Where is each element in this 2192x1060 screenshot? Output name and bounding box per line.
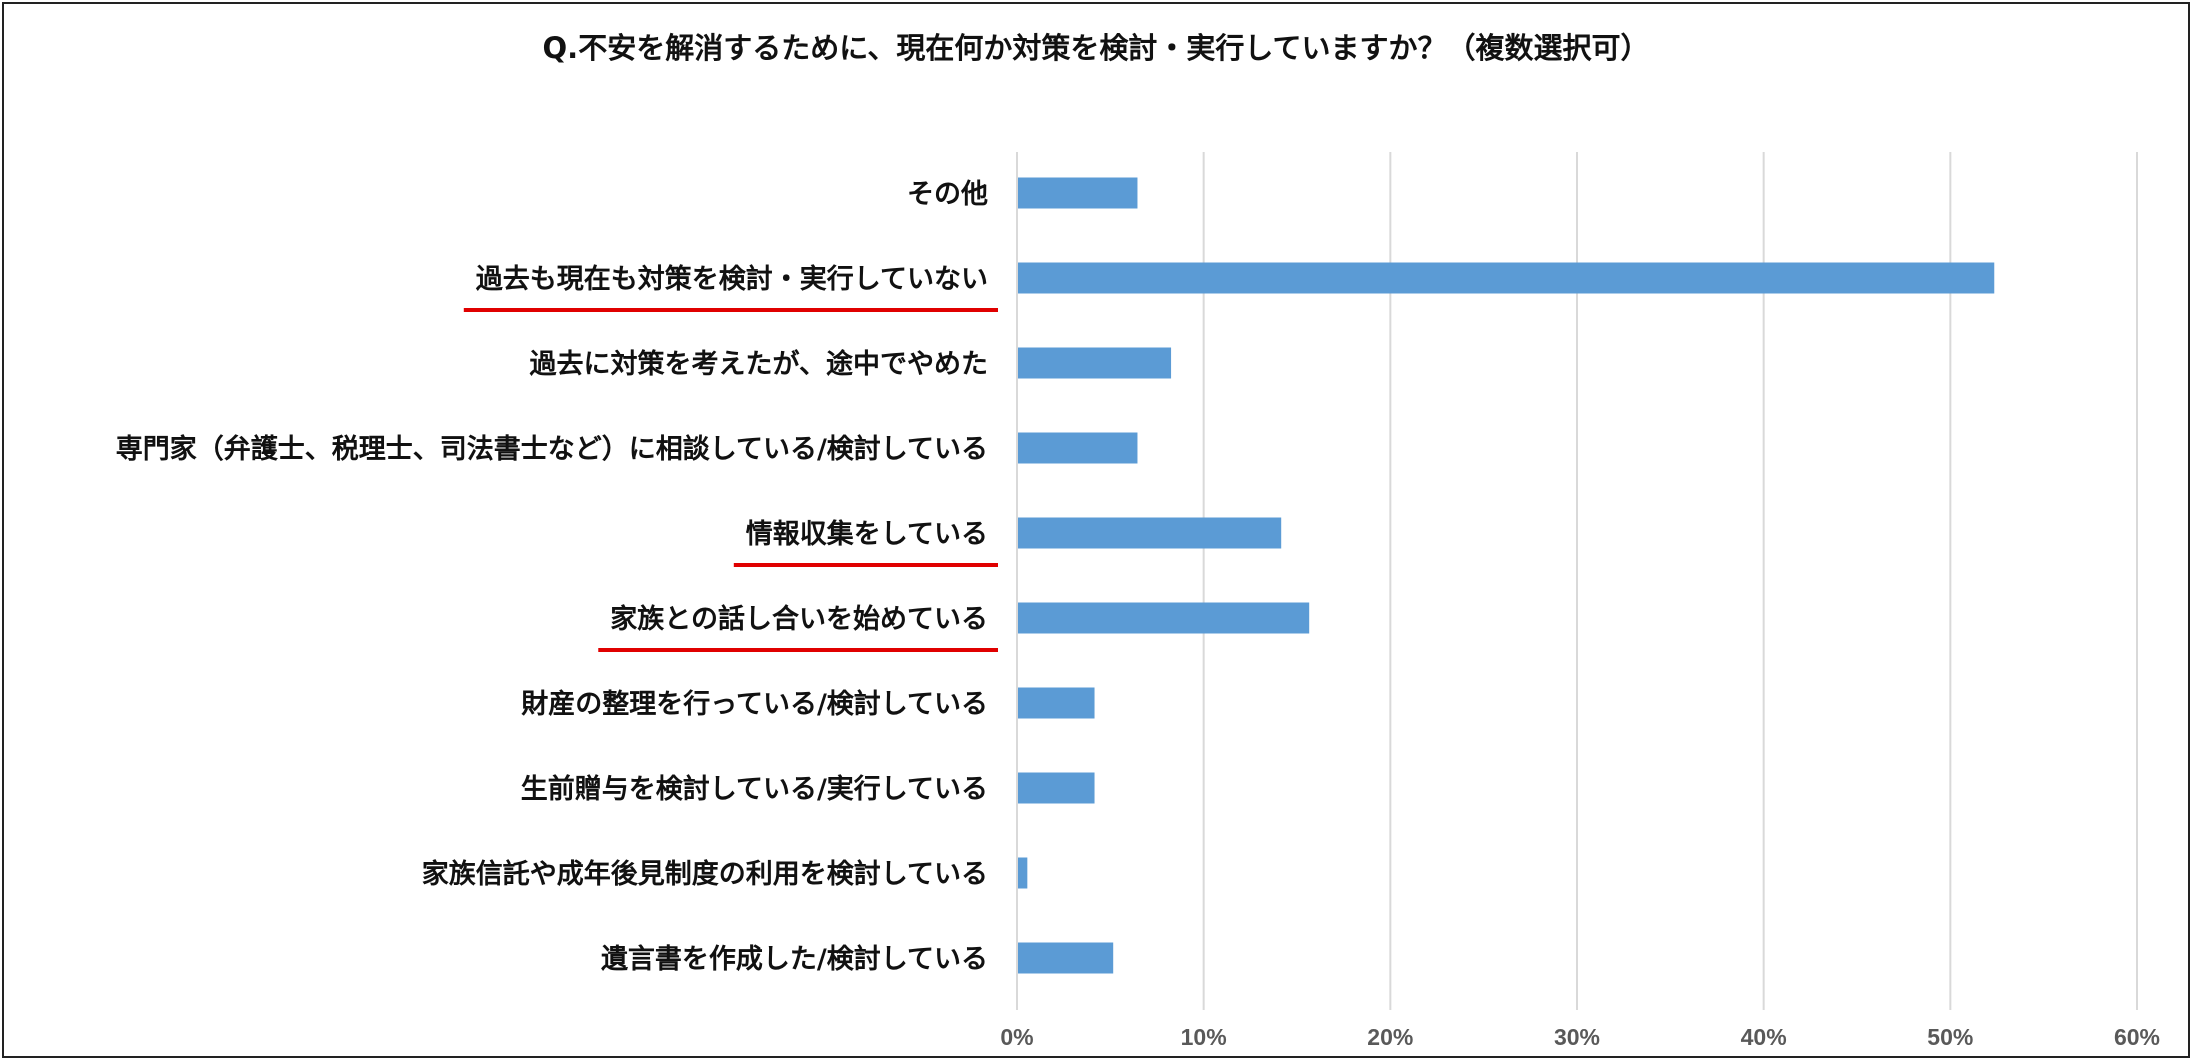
x-tick-label: 0% — [1000, 1024, 1033, 1050]
bar — [1018, 177, 1138, 209]
x-tick-label: 50% — [1927, 1024, 1973, 1050]
bar — [1018, 517, 1282, 549]
bar — [1018, 602, 1310, 634]
bar — [1018, 347, 1172, 379]
category-label: 生前贈与を検討している/実行している — [521, 773, 988, 805]
bar — [1018, 262, 1995, 294]
bars — [1018, 177, 1995, 974]
bar — [1018, 772, 1095, 804]
bar — [1018, 942, 1114, 974]
category-label: 遺言書を作成した/検討している — [601, 943, 988, 975]
x-tick-label: 20% — [1367, 1024, 1413, 1050]
x-tick-label: 40% — [1741, 1024, 1787, 1050]
category-label: 家族信託や成年後見制度の利用を検討している — [422, 858, 988, 890]
category-label: 情報収集をしている — [746, 518, 988, 550]
category-label: 家族との話し合いを始めている — [610, 603, 988, 635]
x-tick-label: 60% — [2114, 1024, 2160, 1050]
bar — [1018, 857, 1028, 889]
category-label: 専門家（弁護士、税理士、司法書士など）に相談している/検討している — [116, 433, 988, 465]
chart-title: Q.不安を解消するために、現在何か対策を検討・実行していますか？（複数選択可） — [543, 31, 1650, 65]
x-tick-label: 10% — [1181, 1024, 1227, 1050]
category-label: 過去に対策を考えたが、途中でやめた — [530, 348, 988, 380]
bar — [1018, 432, 1138, 464]
category-label: その他 — [907, 179, 988, 210]
bar — [1018, 687, 1095, 719]
category-label: 財産の整理を行っている/検討している — [521, 688, 988, 720]
category-labels: その他過去も現在も対策を検討・実行していない過去に対策を考えたが、途中でやめた専… — [116, 179, 998, 975]
category-label: 過去も現在も対策を検討・実行していない — [476, 263, 988, 295]
x-axis-ticks: 0% 10% 20% 30% 40% 50% 60% — [1000, 1024, 2160, 1050]
gridlines — [1016, 152, 2138, 1010]
x-tick-label: 30% — [1554, 1024, 1600, 1050]
